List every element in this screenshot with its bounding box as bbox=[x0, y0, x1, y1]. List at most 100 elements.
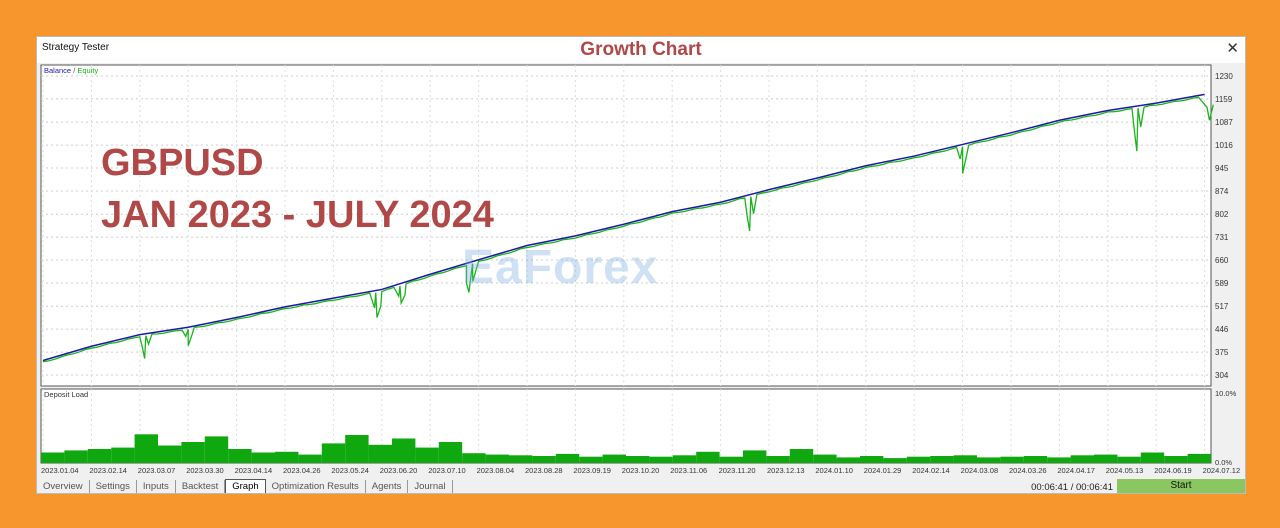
growth-chart: 1230 1159 1087 1016 945 874 802 731 660 589 517 446… bbox=[40, 64, 1241, 475]
tab-bar: Overview Settings Inputs Backtest Graph Optim… bbox=[37, 479, 1245, 493]
tab-optimization-results[interactable]: Optimization Results bbox=[266, 480, 366, 493]
deposit-load-bar bbox=[204, 436, 229, 463]
deposit-load-bar bbox=[298, 454, 322, 463]
y-tick-label: 517 bbox=[1215, 302, 1229, 311]
deposit-load-bar bbox=[1164, 456, 1188, 463]
deposit-load-bar bbox=[1047, 457, 1071, 463]
deposit-load-bar bbox=[111, 447, 135, 463]
deposit-load-bar bbox=[87, 449, 112, 463]
deposit-load-bar bbox=[181, 442, 205, 463]
deposit-load-bar bbox=[321, 443, 346, 463]
equity-line bbox=[42, 96, 1214, 363]
tab-journal[interactable]: Journal bbox=[408, 480, 453, 493]
x-tick-label: 2023.02.14 bbox=[89, 466, 127, 475]
y-tick-label: 1016 bbox=[1215, 141, 1233, 150]
y-tick-label: 304 bbox=[1215, 371, 1229, 380]
y-tick-label: 446 bbox=[1215, 325, 1229, 334]
deposit-load-bar bbox=[41, 452, 65, 463]
overlay-text: GBPUSD JAN 2023 - JULY 2024 bbox=[101, 137, 494, 241]
deposit-load-bar bbox=[789, 449, 814, 463]
deposit-load-bar bbox=[1023, 456, 1048, 463]
deposit-load-bar bbox=[485, 454, 509, 463]
x-tick-label: 2023.05.24 bbox=[331, 466, 369, 475]
deposit-load-bar bbox=[836, 457, 860, 463]
deposit-load-bar bbox=[509, 455, 533, 463]
start-button[interactable]: Start bbox=[1117, 479, 1245, 493]
legend-balance: Balance bbox=[44, 66, 71, 75]
deposit-load-bar bbox=[1070, 455, 1094, 463]
y-tick-label: 375 bbox=[1215, 348, 1229, 357]
deposit-load-bar bbox=[415, 447, 439, 463]
deposit-load-bar bbox=[368, 444, 392, 463]
deposit-load-bar bbox=[719, 456, 743, 463]
deposit-load-bar bbox=[532, 456, 556, 463]
deposit-load-bar bbox=[275, 451, 299, 463]
x-tick-label: 2024.03.26 bbox=[1009, 466, 1047, 475]
deposit-load-bar bbox=[1000, 456, 1024, 463]
x-tick-label: 2024.04.17 bbox=[1057, 466, 1095, 475]
tab-backtest[interactable]: Backtest bbox=[176, 480, 226, 493]
title-bar: Strategy Tester Growth Chart ✕ bbox=[37, 37, 1245, 63]
deposit-load-bar bbox=[953, 455, 977, 463]
x-tick-label: 2024.07.12 bbox=[1203, 466, 1241, 475]
tab-settings[interactable]: Settings bbox=[90, 480, 137, 493]
overlay-symbol: GBPUSD bbox=[101, 142, 264, 184]
legend-sep: / bbox=[71, 66, 77, 75]
deposit-load-bar bbox=[251, 452, 275, 463]
y-tick-label: 874 bbox=[1215, 187, 1229, 196]
watermark-logo: EaForex bbox=[462, 241, 659, 294]
y-tick-label: 10.0% bbox=[1215, 389, 1237, 398]
deposit-load-bar bbox=[345, 435, 369, 463]
y-tick-label: 731 bbox=[1215, 233, 1229, 242]
chart-legend: Balance / Equity bbox=[44, 66, 98, 75]
deposit-load-bar bbox=[930, 456, 954, 463]
deposit-load-bar bbox=[766, 456, 790, 463]
deposit-load-bar bbox=[626, 456, 650, 463]
tab-inputs[interactable]: Inputs bbox=[137, 480, 176, 493]
y-tick-label: 1087 bbox=[1215, 118, 1233, 127]
x-tick-label: 2023.08.04 bbox=[477, 466, 515, 475]
x-tick-label: 2023.04.26 bbox=[283, 466, 321, 475]
strategy-tester-window: Strategy Tester Growth Chart ✕ 1230 1159 1… bbox=[36, 36, 1246, 494]
tab-graph[interactable]: Graph bbox=[225, 479, 266, 493]
deposit-load-bar bbox=[906, 456, 931, 463]
deposit-load-bar bbox=[813, 454, 837, 463]
x-tick-label: 2024.03.08 bbox=[961, 466, 999, 475]
x-tick-label: 2024.05.13 bbox=[1106, 466, 1144, 475]
x-tick-label: 2023.06.20 bbox=[380, 466, 418, 475]
window-title: Strategy Tester bbox=[42, 42, 110, 53]
deposit-load-bar bbox=[158, 445, 182, 463]
deposit-load-bar bbox=[672, 455, 697, 463]
deposit-load-bar bbox=[743, 450, 767, 463]
tab-agents[interactable]: Agents bbox=[366, 480, 409, 493]
deposit-load-bar bbox=[555, 453, 580, 463]
deposit-load-bar bbox=[1117, 456, 1141, 463]
x-tick-label: 2023.01.04 bbox=[41, 466, 79, 475]
balance-line bbox=[42, 93, 1205, 362]
y-tick-label: 589 bbox=[1215, 279, 1229, 288]
x-tick-label: 2023.11.20 bbox=[719, 466, 756, 475]
tab-overview[interactable]: Overview bbox=[37, 480, 90, 493]
y-tick-label: 802 bbox=[1215, 210, 1229, 219]
x-tick-label: 2023.04.14 bbox=[235, 466, 273, 475]
x-tick-label: 2024.01.10 bbox=[815, 466, 853, 475]
y-tick-label: 945 bbox=[1215, 164, 1229, 173]
deposit-load-bar bbox=[134, 434, 158, 463]
y-tick-label: 1230 bbox=[1215, 72, 1233, 81]
deposit-load-bar bbox=[696, 451, 720, 463]
x-tick-label: 2023.10.20 bbox=[622, 466, 660, 475]
deposit-load-bar bbox=[649, 456, 673, 463]
x-tick-label: 2024.02.14 bbox=[912, 466, 950, 475]
deposit-load-bar bbox=[883, 458, 907, 463]
legend-equity: Equity bbox=[77, 66, 98, 75]
x-tick-label: 2024.06.19 bbox=[1154, 466, 1192, 475]
deposit-load-bar bbox=[602, 454, 626, 463]
deposit-load-bar bbox=[1187, 453, 1211, 463]
close-icon[interactable]: ✕ bbox=[1226, 40, 1239, 57]
x-tick-label: 2024.01.29 bbox=[864, 466, 902, 475]
deposit-load-bar bbox=[579, 456, 603, 463]
deposit-load-bar bbox=[228, 449, 252, 463]
deposit-load-bar bbox=[977, 457, 1001, 463]
chart-heading: Growth Chart bbox=[580, 39, 702, 60]
x-tick-label: 2023.09.19 bbox=[573, 466, 611, 475]
